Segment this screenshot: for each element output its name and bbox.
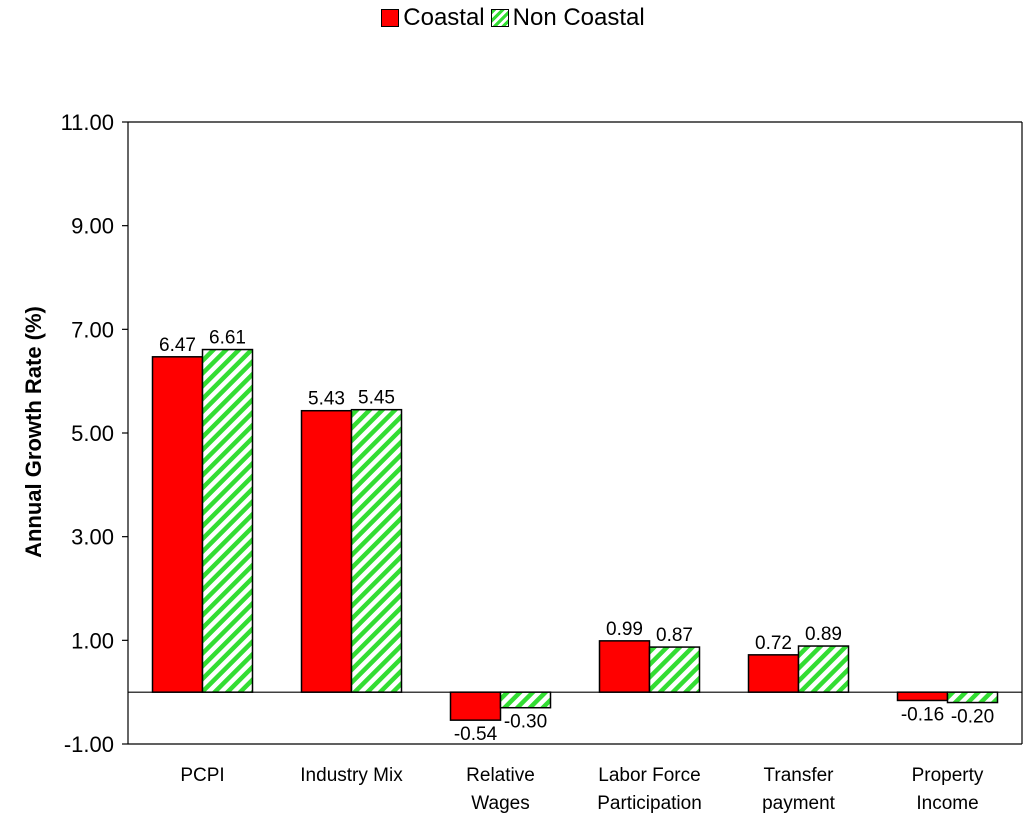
data-label-non-coastal: 0.87	[656, 625, 693, 646]
legend: Coastal Non Coastal	[0, 4, 1026, 32]
x-tick-label: Industry Mix	[300, 765, 403, 786]
data-label-coastal: 6.47	[159, 335, 196, 356]
legend-swatch-non-coastal	[490, 9, 509, 27]
data-label-coastal: -0.16	[901, 704, 944, 725]
y-tick-label: -1.00	[64, 732, 114, 757]
x-tick-label: Transfer	[763, 765, 834, 786]
x-tick-label: payment	[762, 793, 836, 814]
data-label-non-coastal: 6.61	[209, 328, 246, 349]
legend-label-non-coastal: Non Coastal	[512, 4, 645, 31]
legend-item-non-coastal: Non Coastal	[490, 4, 645, 32]
data-label-coastal: 0.99	[606, 619, 643, 640]
x-tick-label: Wages	[471, 793, 529, 814]
bar-non-coastal	[648, 646, 701, 693]
x-tick-label: Participation	[597, 793, 702, 814]
data-label-non-coastal: 5.45	[358, 388, 395, 409]
x-tick-label: Property	[912, 765, 984, 786]
data-label-non-coastal: 0.89	[805, 624, 842, 645]
bar-coastal	[896, 691, 949, 702]
y-tick-label: 11.00	[61, 110, 114, 135]
data-label-non-coastal: -0.20	[951, 707, 994, 728]
bar-coastal	[747, 654, 800, 693]
legend-item-coastal: Coastal	[381, 4, 485, 32]
data-label-non-coastal: -0.30	[504, 712, 547, 733]
bar-non-coastal	[201, 348, 254, 693]
bar-coastal	[598, 640, 651, 693]
legend-label-coastal: Coastal	[403, 4, 485, 31]
bar-non-coastal	[499, 691, 552, 709]
x-tick-label: Labor Force	[598, 765, 700, 786]
data-label-coastal: -0.54	[454, 724, 498, 745]
bar-coastal	[300, 409, 353, 693]
bar-coastal	[449, 691, 502, 721]
y-tick-label: 9.00	[71, 214, 114, 239]
y-tick-label: 3.00	[71, 525, 114, 550]
legend-swatch-coastal	[381, 9, 400, 27]
y-tick-label: 5.00	[71, 421, 114, 446]
bar-coastal	[151, 356, 204, 693]
data-label-coastal: 0.72	[755, 633, 792, 654]
x-tick-label: PCPI	[180, 765, 224, 786]
data-label-coastal: 5.43	[308, 389, 345, 410]
y-tick-label: 1.00	[71, 628, 114, 653]
x-tick-label: Relative	[466, 765, 535, 786]
x-tick-label: Income	[916, 793, 978, 814]
bar-non-coastal	[350, 408, 403, 693]
bar-non-coastal	[946, 691, 999, 704]
bar-non-coastal	[797, 645, 850, 693]
y-tick-label: 7.00	[71, 317, 114, 342]
